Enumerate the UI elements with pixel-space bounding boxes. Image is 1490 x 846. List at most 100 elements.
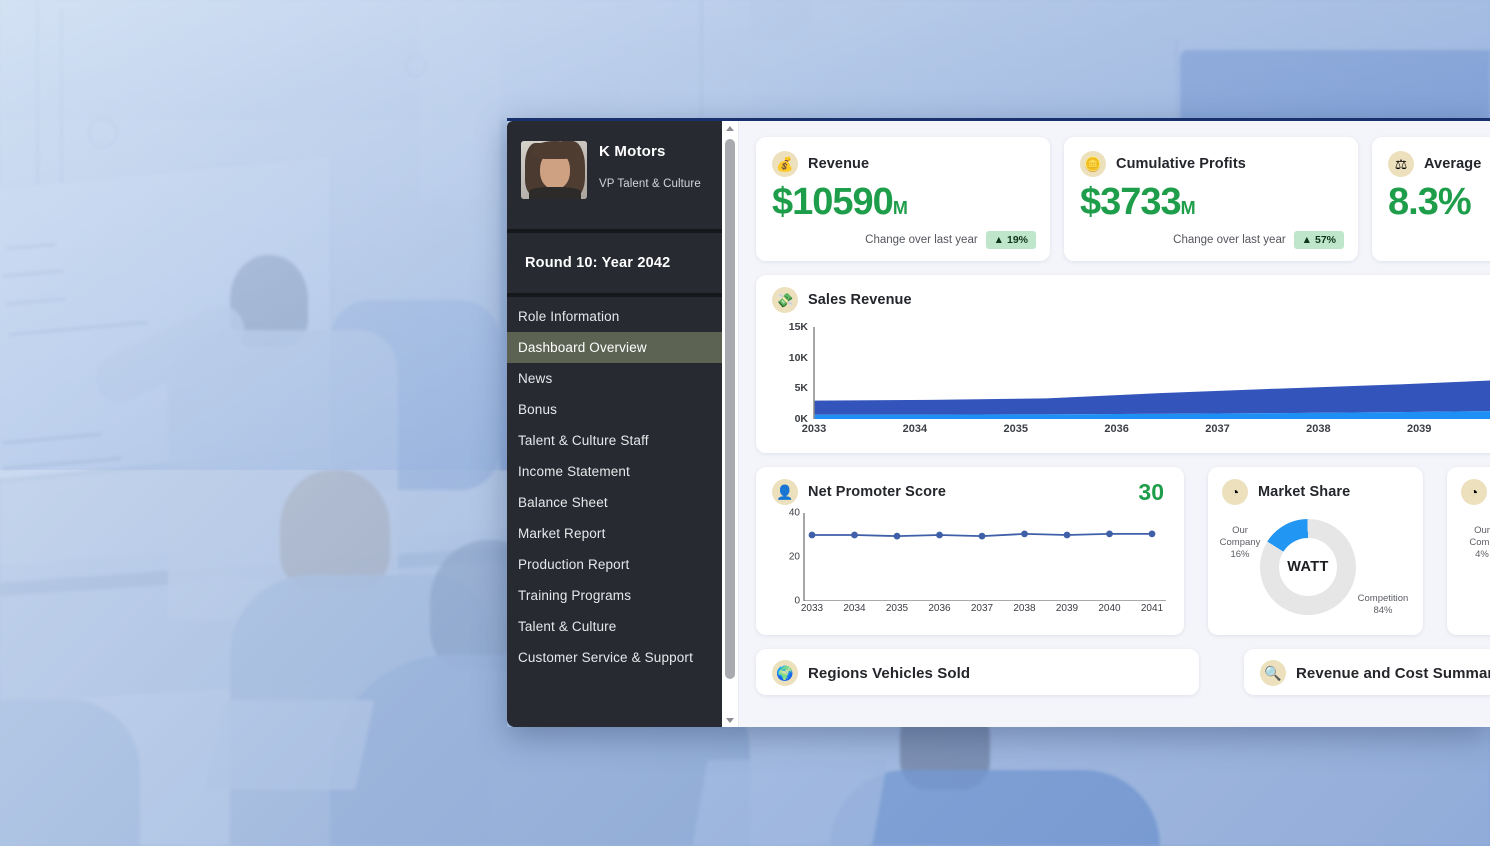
kpi-change-badge: ▲ 57% — [1293, 231, 1344, 249]
scrollbar-thumb[interactable] — [725, 139, 735, 679]
nps-y-tick: 20 — [788, 551, 800, 563]
nps-x-tick: 2034 — [843, 603, 866, 614]
sales-revenue-chart: 15K 10K 5K 0K 2033 2034 2035 2036 2037 2038 2039 — [772, 321, 1490, 441]
sales-x-tick: 2038 — [1306, 423, 1331, 435]
pie-chart-icon: ◔ — [1461, 479, 1487, 505]
sidebar-item-training-programs[interactable]: Training Programs — [518, 588, 632, 603]
sales-x-tick: 2039 — [1406, 423, 1432, 435]
app-window: K Motors VP Talent & Culture Round 10: Y… — [507, 118, 1490, 727]
scroll-down-icon[interactable] — [722, 713, 738, 727]
profile-role: VP Talent & Culture — [599, 178, 701, 190]
coins-icon: 🪙 — [1080, 151, 1106, 177]
sidebar-item-talent-culture-staff[interactable]: Talent & Culture Staff — [518, 433, 649, 448]
profile-name: K Motors — [599, 143, 666, 160]
kpi-change-badge: ▲ 19% — [985, 231, 1036, 249]
sales-y-tick: 5K — [794, 382, 808, 395]
kpi-card-cumulative-profits[interactable]: 🪙 Cumulative Profits $3733M Change over … — [1064, 137, 1358, 261]
sidebar-item-market-report[interactable]: Market Report — [518, 526, 606, 541]
nps-y-tick: 40 — [788, 507, 800, 519]
magnifier-money-icon: 🔍 — [1260, 660, 1286, 686]
bottom-cards-row: 🌍 Regions Vehicles Sold 🔍 Revenue and Co… — [739, 635, 1490, 695]
user-check-icon: 👤 — [772, 479, 798, 505]
sidebar-item-talent-culture[interactable]: Talent & Culture — [518, 619, 617, 634]
market-share-competition-label: Competition 84% — [1357, 593, 1409, 617]
nps-x-tick: 2038 — [1013, 603, 1036, 614]
market-share-donut: WATT — [1260, 519, 1356, 615]
nps-y-tick: 0 — [794, 595, 800, 607]
sidebar-menu: Role Information Dashboard Overview News Bo… — [507, 297, 722, 673]
regions-vehicles-sold-card[interactable]: 🌍 Regions Vehicles Sold — [756, 649, 1199, 695]
sidebar-item-news[interactable]: News — [518, 371, 553, 386]
regions-title: Regions Vehicles Sold — [808, 664, 971, 682]
market-share-2-our-label: Our Comp 4% — [1469, 525, 1490, 560]
kpi-value: $3733 — [1080, 181, 1182, 223]
sales-y-tick: 15K — [788, 321, 808, 333]
pie-chart-icon: ◔ — [1222, 479, 1248, 505]
kpi-title: Revenue — [808, 156, 870, 172]
scales-icon: ⚖ — [1388, 151, 1414, 177]
market-share-card-2[interactable]: ◔ Our Comp 4% — [1447, 467, 1490, 635]
sidebar-item-dashboard-overview[interactable]: Dashboard Overview — [507, 332, 722, 363]
market-share-card[interactable]: ◔ Market Share WATT Our Company 16% Comp… — [1208, 467, 1423, 635]
market-share-our-label: Our Company 16% — [1219, 525, 1261, 560]
sidebar-footer — [507, 713, 722, 727]
kpi-value: $10590 — [772, 181, 894, 223]
kpi-change-label: Change over last year — [865, 234, 978, 246]
net-promoter-score-card[interactable]: 👤 Net Promoter Score 30 40 20 0 2033 2034 20… — [756, 467, 1184, 635]
sidebar-item-production-report[interactable]: Production Report — [518, 557, 630, 572]
globe-icon: 🌍 — [772, 660, 798, 686]
revenue-cost-summary-card[interactable]: 🔍 Revenue and Cost Summary — [1244, 649, 1490, 695]
nps-x-tick: 2040 — [1098, 603, 1121, 614]
nps-marketshare-row: 👤 Net Promoter Score 30 40 20 0 2033 2034 20… — [739, 453, 1490, 635]
sidebar-item-customer-service-support[interactable]: Customer Service & Support — [518, 650, 693, 665]
avatar — [521, 141, 587, 199]
vertical-scrollbar[interactable] — [722, 121, 739, 727]
nps-title: Net Promoter Score — [808, 484, 946, 500]
sales-x-tick: 2034 — [902, 423, 928, 435]
nps-x-tick: 2039 — [1055, 603, 1079, 614]
scroll-up-icon[interactable] — [722, 121, 738, 135]
kpi-value: 8.3% — [1388, 181, 1472, 223]
nps-line-svg — [803, 513, 1166, 601]
sidebar-item-income-statement[interactable]: Income Statement — [518, 464, 630, 479]
sales-area-svg — [813, 327, 1490, 419]
revenue-cost-title: Revenue and Cost Summary — [1296, 664, 1490, 682]
sales-y-tick: 10K — [788, 351, 808, 364]
nps-x-tick: 2041 — [1140, 603, 1164, 614]
sales-y-tick: 0K — [794, 413, 808, 425]
kpi-card-average[interactable]: ⚖ Average 8.3% Ch — [1372, 137, 1490, 261]
sidebar-item-bonus[interactable]: Bonus — [518, 402, 558, 417]
kpi-title: Cumulative Profits — [1116, 156, 1246, 172]
kpi-card-revenue[interactable]: 💰 Revenue $10590M Change over last year … — [756, 137, 1050, 261]
sales-revenue-card[interactable]: 💸 Sales Revenue 15K 10K 5K 0K 2033 2034 2035 2… — [756, 275, 1490, 453]
market-share-title: Market Share — [1258, 484, 1351, 500]
kpi-unit: M — [892, 198, 908, 218]
sidebar: K Motors VP Talent & Culture Round 10: Y… — [507, 121, 722, 727]
nps-x-tick: 2036 — [928, 603, 951, 614]
kpi-change-label: Change over last year — [1173, 234, 1286, 246]
nps-x-tick: 2037 — [970, 603, 994, 614]
nps-score-value: 30 — [1138, 479, 1164, 505]
nps-x-axis: 2033 2034 2035 2036 2037 2038 2039 2040 2041 — [774, 603, 1166, 619]
sales-x-tick: 2035 — [1003, 423, 1028, 435]
dashboard-content: 💰 Revenue $10590M Change over last year … — [739, 121, 1490, 727]
kpi-title: Average — [1424, 156, 1482, 172]
divider — [507, 229, 722, 233]
sidebar-item-role-information[interactable]: Role Information — [518, 309, 620, 324]
sales-x-axis: 2033 2034 2035 2036 2037 2038 2039 — [772, 423, 1490, 441]
sales-x-tick: 2036 — [1104, 423, 1129, 435]
nps-chart: 40 20 0 2033 2034 2035 2036 2037 2038 2039 2040 20… — [774, 508, 1166, 623]
nps-x-tick: 2035 — [885, 603, 909, 614]
hand-money-icon: 💸 — [772, 287, 798, 313]
donut-center-label: WATT — [1287, 559, 1329, 575]
money-bag-icon: 💰 — [772, 151, 798, 177]
kpi-unit: M — [1180, 198, 1196, 218]
divider — [507, 293, 722, 297]
sales-revenue-title: Sales Revenue — [808, 292, 912, 308]
sidebar-profile: K Motors VP Talent & Culture — [507, 121, 722, 229]
sales-x-tick: 2033 — [801, 423, 827, 435]
sales-x-tick: 2037 — [1205, 423, 1230, 435]
sidebar-item-balance-sheet[interactable]: Balance Sheet — [518, 495, 608, 510]
kpi-row: 💰 Revenue $10590M Change over last year … — [739, 137, 1490, 261]
nps-x-tick: 2033 — [800, 603, 824, 614]
